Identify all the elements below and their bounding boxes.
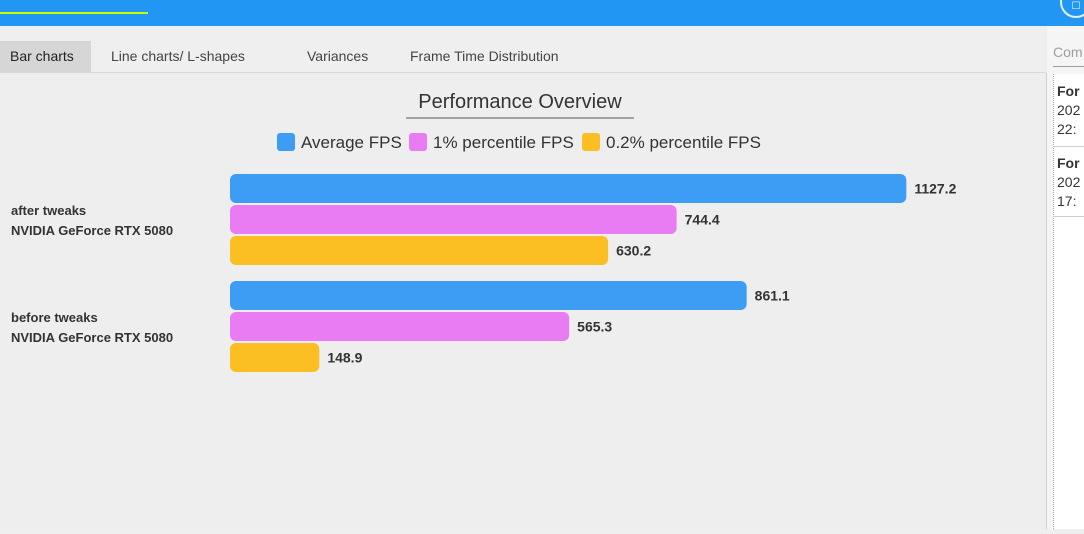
comment-item-title: For bbox=[1057, 155, 1080, 171]
bar bbox=[230, 205, 677, 234]
comment-item[interactable]: For 202 22: bbox=[1057, 82, 1084, 139]
data-label: 744.4 bbox=[685, 212, 720, 228]
tabs-divider bbox=[0, 72, 1046, 73]
legend-swatch bbox=[409, 133, 427, 151]
legend-label: 0.2% percentile FPS bbox=[606, 133, 761, 152]
panel-divider[interactable] bbox=[1046, 73, 1047, 529]
category-label: before tweaks bbox=[11, 310, 98, 325]
window-menu-icon[interactable]: ☐ bbox=[1060, 0, 1084, 18]
comments-panel: Com For 202 22: For 202 17: bbox=[1047, 26, 1084, 529]
comment-item-time: 22: bbox=[1057, 121, 1077, 137]
comment-item-date: 202 bbox=[1057, 102, 1081, 118]
category-label: after tweaks bbox=[11, 203, 86, 218]
comment-item-time: 17: bbox=[1057, 193, 1077, 209]
comments-list bbox=[1053, 74, 1084, 529]
comment-item-date: 202 bbox=[1057, 174, 1081, 190]
tab-bar-charts[interactable]: Bar charts bbox=[0, 41, 91, 72]
bar bbox=[230, 236, 609, 265]
legend-label: 1% percentile FPS bbox=[433, 133, 574, 152]
app-header-bar: ☐ bbox=[0, 0, 1084, 26]
performance-overview-chart: Performance Overview Average FPS 1% percen… bbox=[11, 91, 957, 372]
tab-line-charts[interactable]: Line charts/ L-shapes bbox=[111, 48, 245, 64]
bar bbox=[230, 312, 570, 341]
bar bbox=[230, 281, 747, 310]
tab-variances[interactable]: Variances bbox=[307, 48, 369, 64]
tab-frame-time-distribution[interactable]: Frame Time Distribution bbox=[410, 48, 559, 64]
legend-label: Average FPS bbox=[301, 133, 402, 152]
bar bbox=[230, 174, 907, 203]
comment-item-title: For bbox=[1057, 83, 1080, 99]
comment-item[interactable]: For 202 17: bbox=[1057, 154, 1084, 211]
category-sublabel: NVIDIA GeForce RTX 5080 bbox=[11, 330, 173, 345]
chart-area: Performance Overview Average FPS 1% percen… bbox=[0, 73, 1046, 529]
legend-swatch bbox=[277, 133, 295, 151]
data-label: 861.1 bbox=[755, 288, 790, 304]
comment-separator bbox=[1053, 146, 1084, 147]
comments-title-underline bbox=[1053, 66, 1084, 67]
data-label: 630.2 bbox=[616, 243, 651, 259]
data-label: 1127.2 bbox=[914, 181, 956, 197]
chart-tabs: Bar charts Line charts/ L-shapes Varianc… bbox=[0, 41, 1046, 73]
bar bbox=[230, 343, 320, 372]
category-sublabel: NVIDIA GeForce RTX 5080 bbox=[11, 223, 173, 238]
chart-title: Performance Overview bbox=[418, 91, 622, 113]
data-label: 148.9 bbox=[327, 350, 362, 366]
legend-swatch bbox=[582, 133, 600, 151]
data-label: 565.3 bbox=[577, 319, 612, 335]
header-accent-line bbox=[0, 12, 148, 14]
comments-panel-title: Com bbox=[1053, 44, 1083, 60]
comment-separator bbox=[1053, 216, 1084, 217]
